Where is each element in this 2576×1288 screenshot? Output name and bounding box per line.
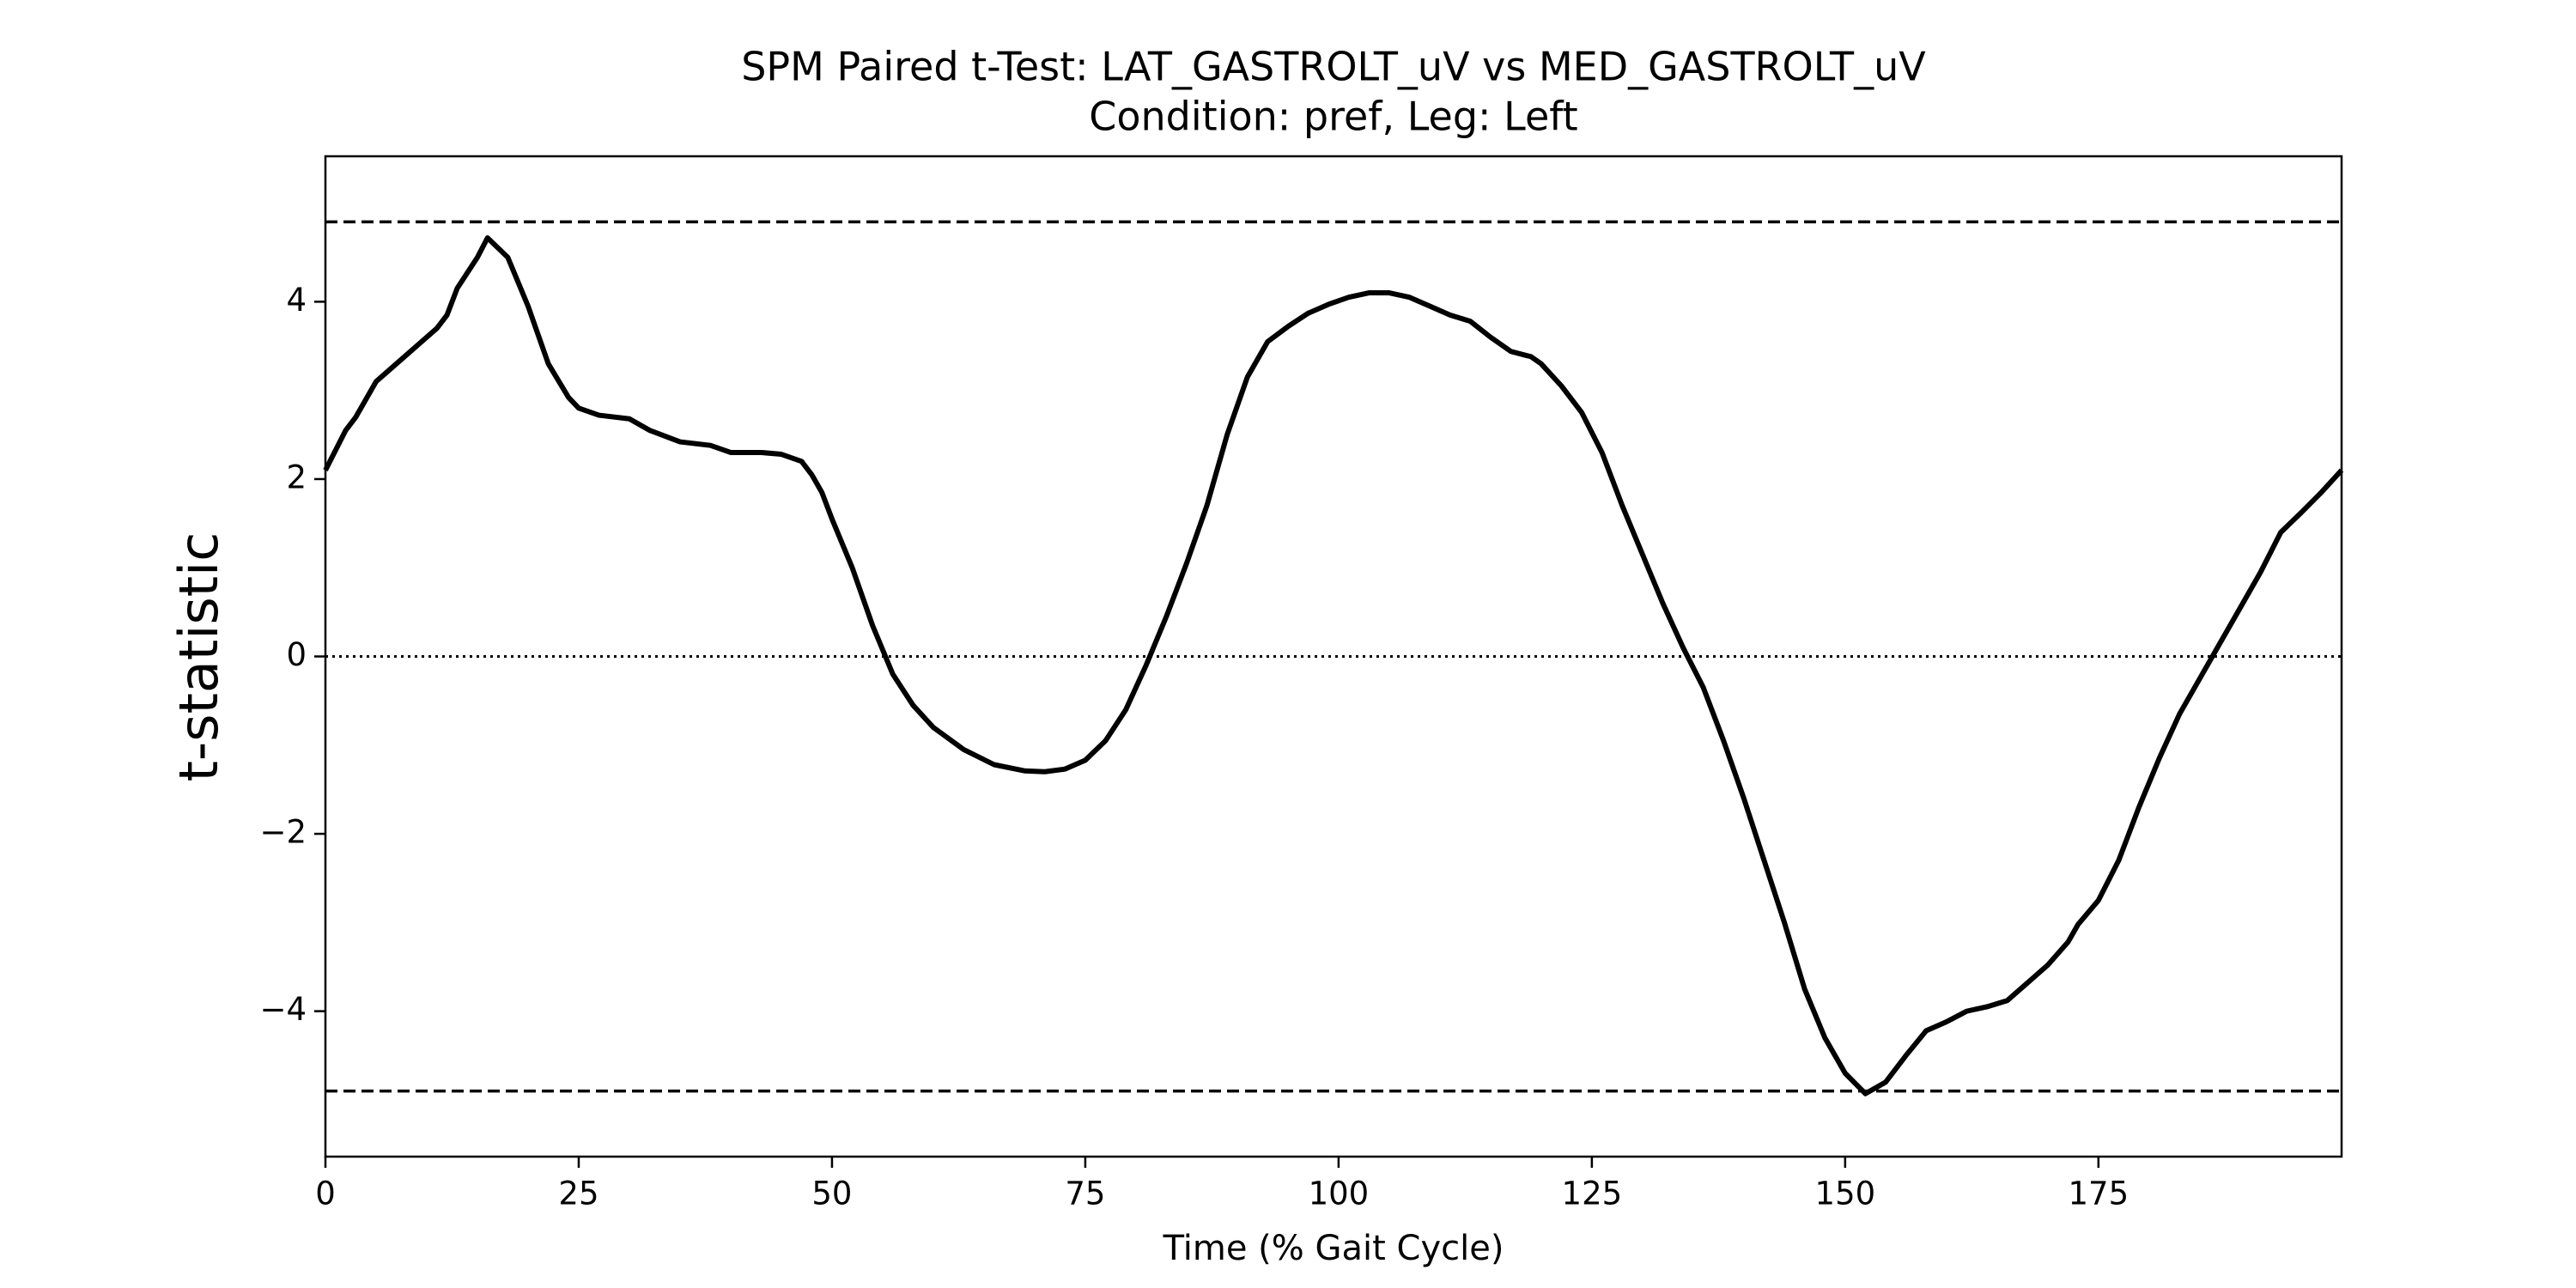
chart-subtitle: Condition: pref, Leg: Left [1089, 94, 1577, 140]
x-tick-label: 100 [1309, 1176, 1370, 1212]
x-tick-label: 125 [1562, 1176, 1623, 1212]
y-tick-label: 0 [286, 636, 307, 673]
plot-frame [324, 155, 2343, 1158]
x-tick-label: 75 [1065, 1176, 1105, 1212]
y-tick-label: 2 [286, 459, 307, 495]
x-tick-label: 25 [558, 1176, 598, 1212]
y-axis-label: t-statistic [167, 532, 230, 782]
y-tick-label: 4 [286, 282, 307, 319]
x-tick-label: 150 [1815, 1176, 1876, 1212]
y-tick-label: −4 [259, 991, 307, 1028]
x-tick-label: 50 [811, 1176, 852, 1212]
x-tick-label: 175 [2069, 1176, 2129, 1212]
y-tick-label: −2 [259, 814, 307, 851]
x-tick-label: 0 [315, 1176, 336, 1212]
chart-title: SPM Paired t-Test: LAT_GASTROLT_uV vs ME… [741, 44, 1926, 90]
x-axis-label: Time (% Gait Cycle) [1163, 1229, 1504, 1268]
data-line [323, 235, 2344, 1097]
